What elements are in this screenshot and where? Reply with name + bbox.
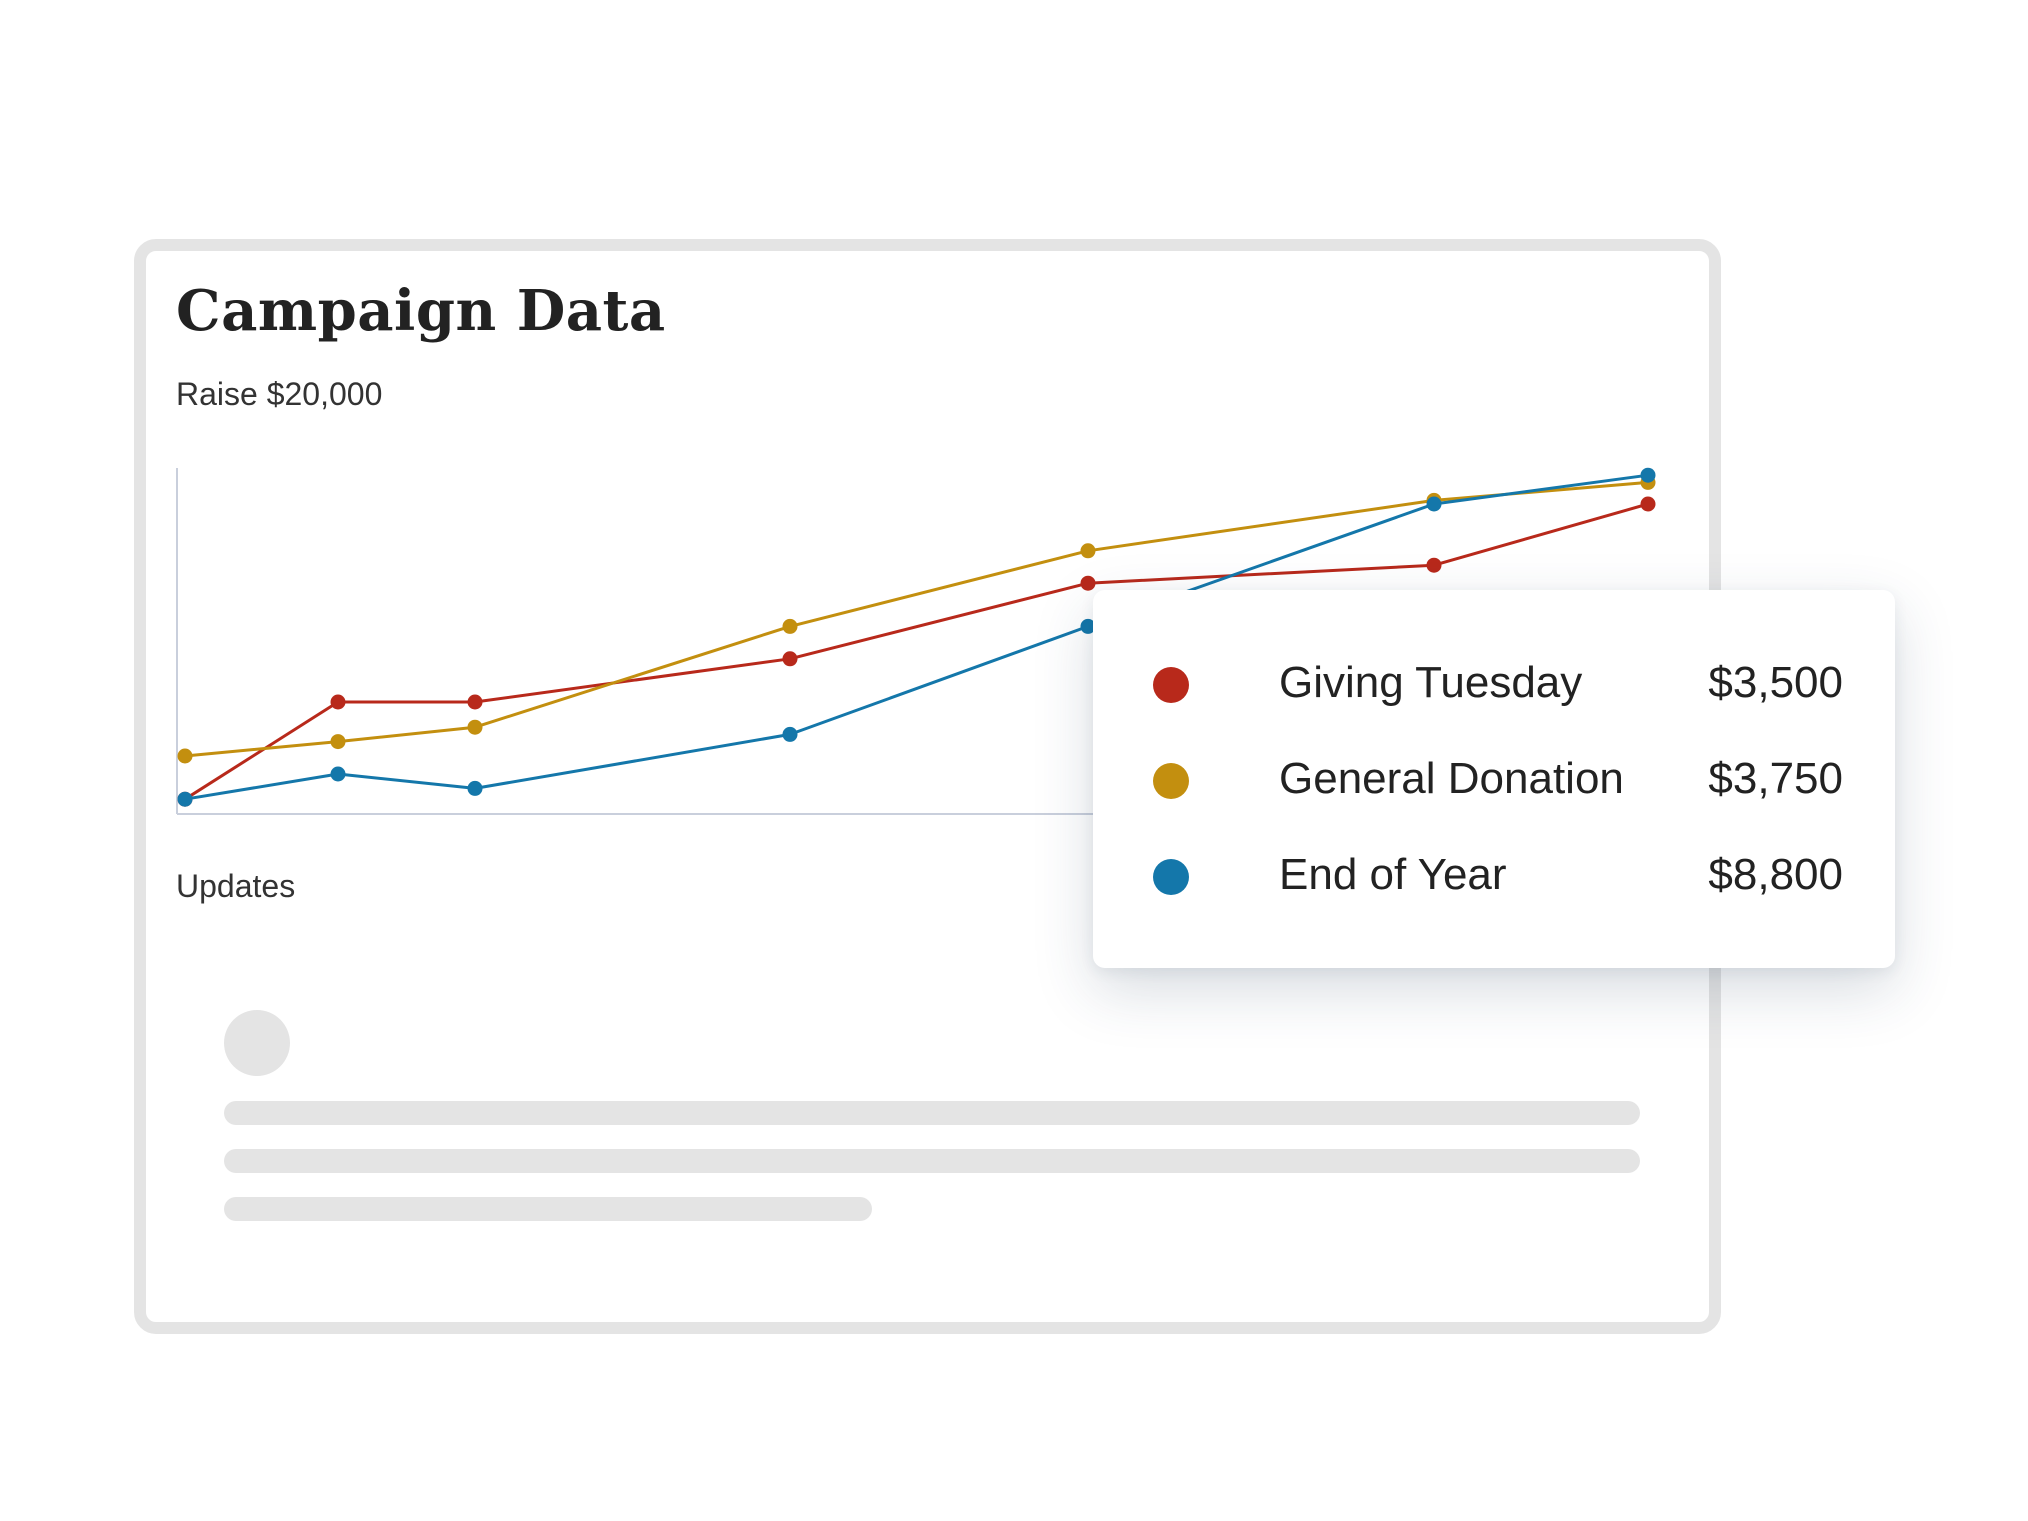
data-point-end-of-year[interactable] (782, 726, 798, 742)
updates-label: Updates (176, 868, 296, 904)
series-color-dot (1153, 763, 1189, 799)
goal-subtitle: Raise $20,000 (176, 376, 383, 412)
legend-item-general-donation[interactable]: General Donation $3,750 (1153, 750, 1843, 810)
data-point-end-of-year[interactable] (467, 780, 483, 796)
legend-item-end-of-year[interactable]: End of Year $8,800 (1153, 846, 1843, 906)
legend-series-value: $3,750 (1708, 754, 1843, 803)
data-point-giving-tuesday[interactable] (1080, 575, 1096, 591)
placeholder-text-line (224, 1149, 1640, 1173)
data-point-end-of-year[interactable] (1080, 618, 1096, 634)
data-point-giving-tuesday[interactable] (1640, 496, 1656, 512)
legend-series-name: End of Year (1279, 850, 1507, 899)
legend-series-name: General Donation (1279, 754, 1624, 803)
data-point-giving-tuesday[interactable] (1426, 557, 1442, 573)
data-point-end-of-year[interactable] (177, 791, 193, 807)
data-point-end-of-year[interactable] (1640, 467, 1656, 483)
data-point-giving-tuesday[interactable] (467, 694, 483, 710)
data-point-general-donation[interactable] (177, 748, 193, 764)
legend-popover: Giving Tuesday $3,500 General Donation $… (1093, 590, 1895, 968)
placeholder-text-line (224, 1197, 872, 1221)
legend-item-giving-tuesday[interactable]: Giving Tuesday $3,500 (1153, 654, 1843, 714)
data-point-general-donation[interactable] (782, 618, 798, 634)
data-point-general-donation[interactable] (467, 719, 483, 735)
placeholder-avatar (224, 1010, 290, 1076)
data-point-end-of-year[interactable] (1426, 496, 1442, 512)
legend-series-value: $8,800 (1708, 850, 1843, 899)
placeholder-text-line (224, 1101, 1640, 1125)
data-point-general-donation[interactable] (1080, 543, 1096, 559)
series-color-dot (1153, 667, 1189, 703)
legend-series-value: $3,500 (1708, 658, 1843, 707)
card-title: Campaign Data (176, 278, 666, 344)
data-point-giving-tuesday[interactable] (330, 694, 346, 710)
series-color-dot (1153, 859, 1189, 895)
data-point-general-donation[interactable] (330, 734, 346, 750)
data-point-giving-tuesday[interactable] (782, 651, 798, 667)
legend-series-name: Giving Tuesday (1279, 658, 1583, 707)
data-point-end-of-year[interactable] (330, 766, 346, 782)
